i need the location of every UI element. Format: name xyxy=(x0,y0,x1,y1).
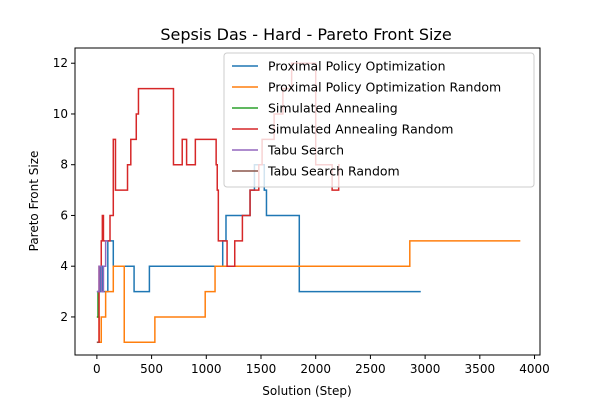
legend-label-tabu-search: Tabu Search xyxy=(267,143,344,158)
legend-label-tabu-search-random: Tabu Search Random xyxy=(267,164,400,179)
series-line-proximal-policy-optimization-random xyxy=(96,240,521,344)
x-tick-label: 1000 xyxy=(191,362,222,376)
chart-title: Sepsis Das - Hard - Pareto Front Size xyxy=(160,25,451,44)
legend-label-simulated-annealing: Simulated Annealing xyxy=(268,101,398,116)
legend: Proximal Policy Optimization Proximal Pol… xyxy=(223,52,535,188)
x-tick-label: 3000 xyxy=(410,362,441,376)
y-tick-label: 4 xyxy=(60,259,68,273)
x-tick-label: 4000 xyxy=(519,362,550,376)
x-tick-label: 2000 xyxy=(300,362,331,376)
y-tick-label: 2 xyxy=(60,310,68,324)
x-tick-label: 500 xyxy=(140,362,163,376)
y-tick-label: 8 xyxy=(60,158,68,172)
legend-label-proximal-policy-optimization: Proximal Policy Optimization xyxy=(268,59,446,74)
legend-box xyxy=(223,52,535,188)
legend-label-proximal-policy-optimization-random: Proximal Policy Optimization Random xyxy=(268,80,501,95)
y-tick-label: 6 xyxy=(60,208,68,222)
plot-frame xyxy=(74,47,541,356)
x-tick-label: 0 xyxy=(93,362,101,376)
x-tick-label: 3500 xyxy=(465,362,496,376)
y-tick-label: 12 xyxy=(53,56,68,70)
x-axis-label: Solution (Step) xyxy=(262,384,351,398)
y-axis-ticks: 2 4 6 8 10 12 xyxy=(53,56,75,324)
legend-label-simulated-annealing-random: Simulated Annealing Random xyxy=(268,122,453,137)
series-line-tabu-search xyxy=(96,240,108,293)
x-tick-label: 1500 xyxy=(246,362,277,376)
y-axis-label: Pareto Front Size xyxy=(27,151,41,252)
x-tick-label: 2500 xyxy=(355,362,386,376)
y-tick-label: 10 xyxy=(53,107,68,121)
x-axis-ticks: 0 500 1000 1500 2000 2500 3000 3500 4000 xyxy=(93,355,550,376)
